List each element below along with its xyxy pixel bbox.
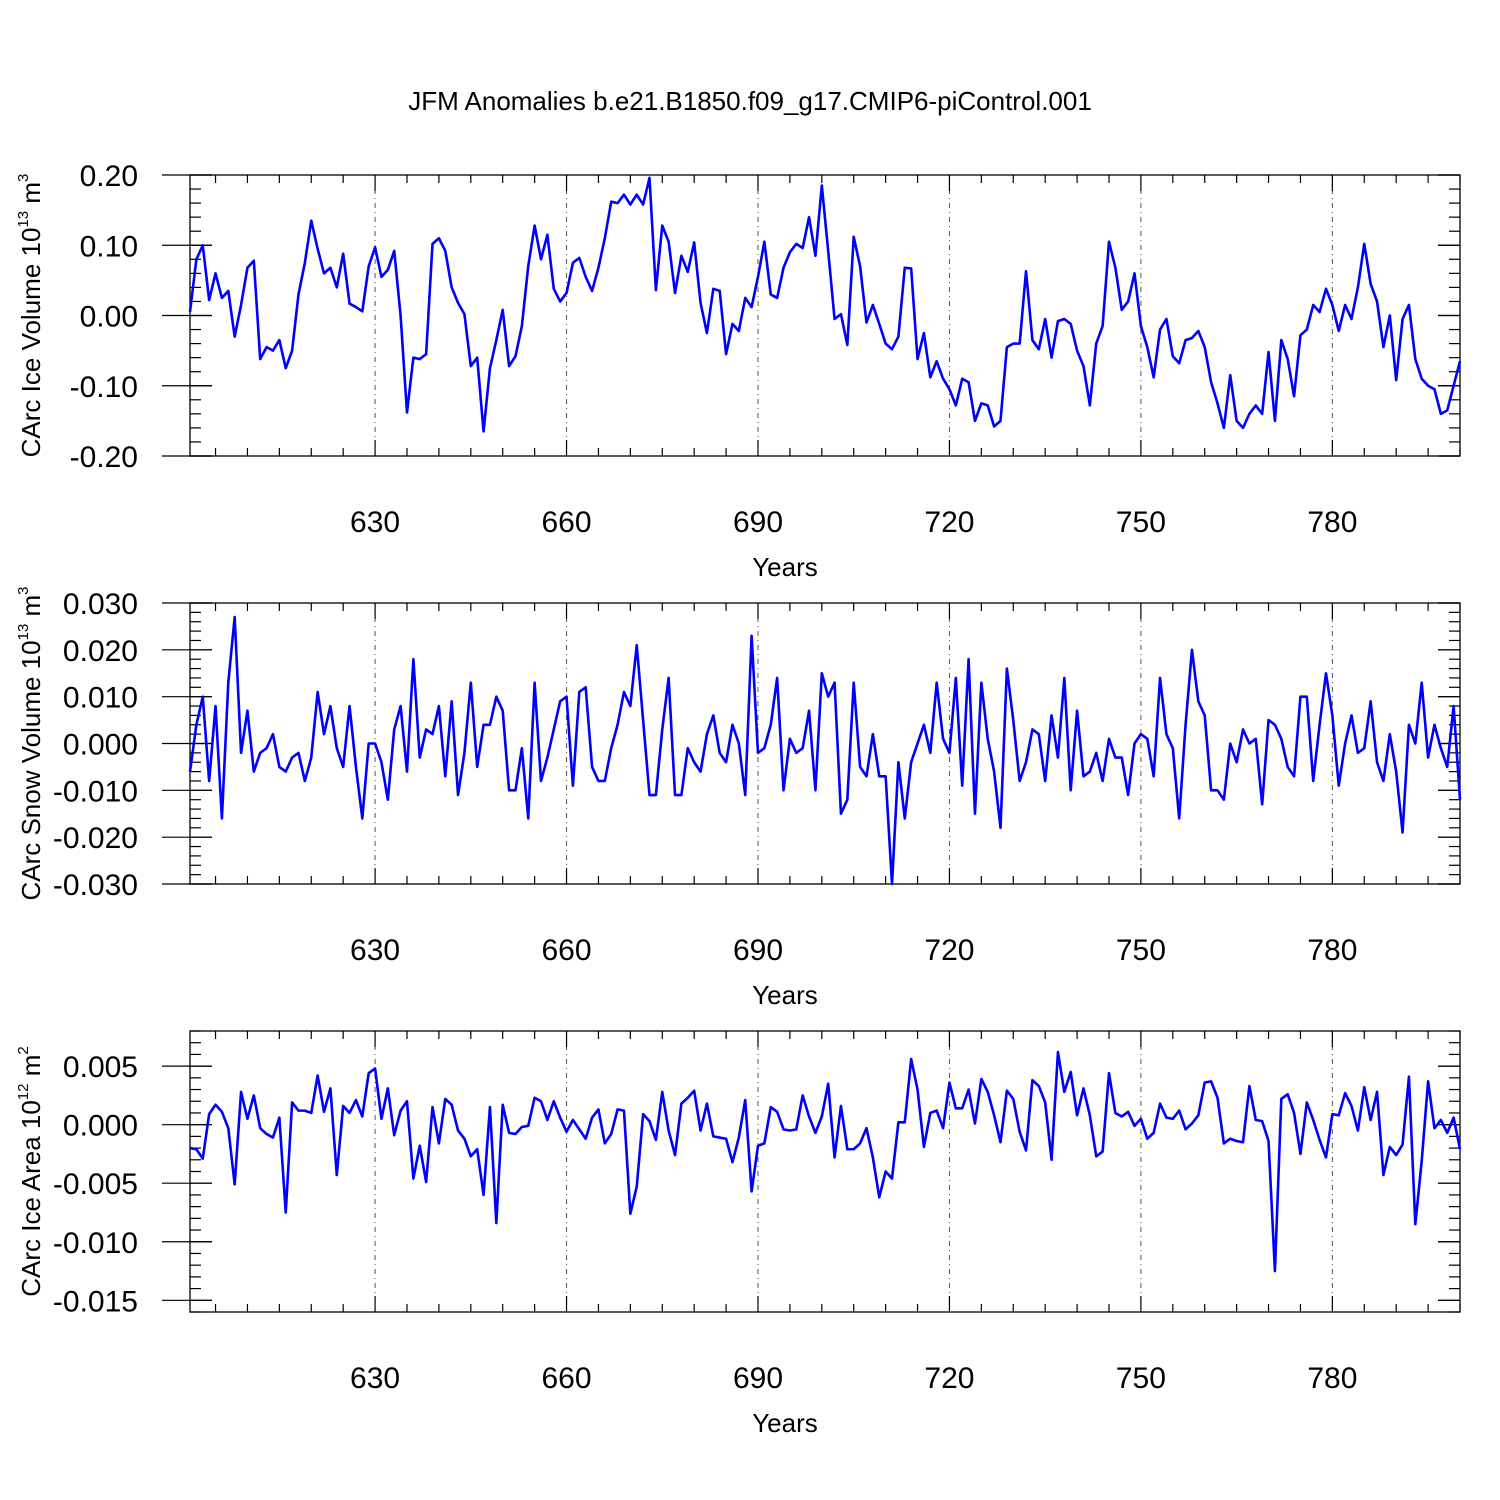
y-tick-label: -0.010 [53, 775, 138, 808]
x-tick-label: 660 [542, 1362, 592, 1395]
y-tick-label: 0.20 [80, 160, 138, 193]
data-series-line [189, 1050, 1462, 1273]
y-axis-label: CArc Ice Volume 1013 m3 [15, 174, 46, 458]
y-tick-label: 0.010 [63, 682, 138, 715]
y-tick-label: 0.005 [63, 1051, 138, 1084]
y-tick-label: -0.20 [70, 441, 138, 474]
x-tick-label: 750 [1116, 506, 1166, 539]
x-tick-label: 630 [350, 1362, 400, 1395]
x-axis-label: Years [752, 552, 818, 582]
x-tick-label: 780 [1307, 934, 1357, 967]
chart-title: JFM Anomalies b.e21.B1850.f09_g17.CMIP6-… [408, 86, 1092, 116]
x-tick-label: 690 [733, 934, 783, 967]
x-tick-label: 690 [733, 1362, 783, 1395]
y-tick-label: -0.015 [53, 1285, 138, 1318]
y-axis-label: CArc Snow Volume 1013 m3 [15, 586, 46, 900]
y-tick-label: -0.010 [53, 1227, 138, 1260]
x-tick-label: 660 [542, 934, 592, 967]
x-axis-label: Years [752, 980, 818, 1010]
plot-frame [189, 602, 1461, 885]
y-tick-label: -0.020 [53, 822, 138, 855]
y-tick-label: 0.020 [63, 635, 138, 668]
x-tick-label: 720 [924, 934, 974, 967]
x-tick-label: 720 [924, 1362, 974, 1395]
y-axis-label: CArc Ice Area 1012 m2 [15, 1046, 46, 1296]
plot-frame [189, 174, 1461, 457]
x-tick-label: 780 [1307, 506, 1357, 539]
x-tick-label: 690 [733, 506, 783, 539]
x-tick-label: 780 [1307, 1362, 1357, 1395]
y-tick-label: 0.000 [63, 1110, 138, 1143]
x-tick-label: 630 [350, 506, 400, 539]
y-tick-label: 0.00 [80, 301, 138, 334]
y-tick-label: 0.030 [63, 588, 138, 621]
y-tick-label: -0.005 [53, 1168, 138, 1201]
snow-volume-panel: -0.030 -0.020 -0.010 0.000 0.010 0.020 0.030 63… [15, 586, 1462, 1010]
y-tick-label: 0.10 [80, 230, 138, 263]
x-axis-label: Years [752, 1408, 818, 1438]
plot-frame [189, 1030, 1461, 1313]
ice-area-panel: -0.015 -0.010 -0.005 0.000 0.005 630 660 690 720… [15, 1030, 1462, 1438]
x-tick-label: 750 [1116, 1362, 1166, 1395]
y-tick-label: -0.10 [70, 371, 138, 404]
y-tick-label: -0.030 [53, 869, 138, 902]
data-series-line [188, 176, 1462, 433]
x-tick-label: 720 [924, 506, 974, 539]
x-tick-label: 750 [1116, 934, 1166, 967]
y-tick-label: 0.000 [63, 729, 138, 762]
x-tick-label: 630 [350, 934, 400, 967]
data-series-line [188, 615, 1462, 886]
ice-volume-panel: -0.20 -0.10 0.00 0.10 0.20 630 660 690 720 750 780… [15, 160, 1462, 582]
x-tick-label: 660 [542, 506, 592, 539]
